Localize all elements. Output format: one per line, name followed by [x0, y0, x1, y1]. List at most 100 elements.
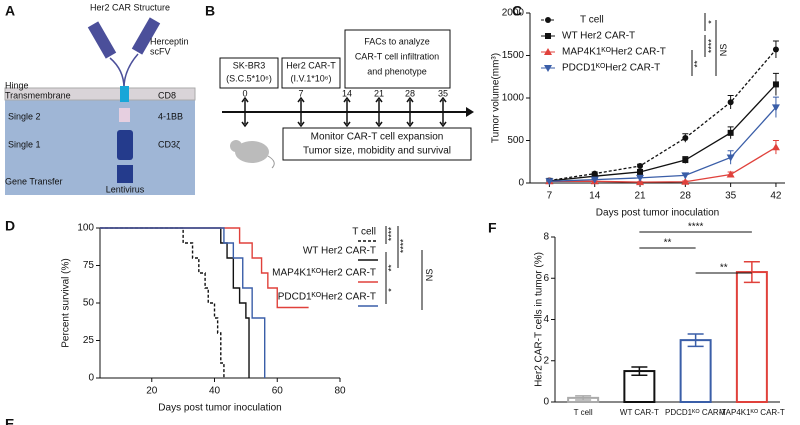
x-tick-label: 42	[770, 191, 782, 202]
arrow-head	[297, 96, 305, 128]
y-axis-label: Tumor volume(mm³)	[491, 53, 502, 143]
step-text: Her2 CAR-T	[286, 60, 336, 70]
sig-label: ****	[688, 222, 704, 233]
survival-curve	[100, 227, 225, 378]
cd3z-domain	[117, 130, 133, 160]
sig-label: ****	[706, 39, 716, 54]
error-bar	[631, 366, 648, 376]
marker	[682, 157, 689, 164]
sig-label: NS	[718, 44, 728, 57]
timeline-label: 21	[374, 88, 384, 98]
legend-label: WT Her2 CAR-T	[303, 246, 376, 257]
x-axis-label: Days post tumor inoculation	[158, 403, 281, 414]
mouse-icon	[230, 140, 275, 169]
legend-label: T cell	[580, 15, 604, 26]
domain-label: Single 1	[8, 139, 41, 149]
y-tick-label: 0	[518, 178, 524, 189]
marker	[771, 143, 780, 151]
y-tick-label: 4	[543, 314, 549, 325]
x-tick-label: MAP4K1ᴷᴼ CAR-T	[719, 408, 785, 417]
x-tick-label: 21	[634, 191, 646, 202]
legend-label: PDCD1ᴷᴼHer2 CAR-T	[562, 63, 660, 74]
lentivirus-icon	[117, 165, 133, 183]
monitor-text: Monitor CAR-T cell expansion	[311, 132, 444, 143]
step-text: (S.C.5*10⁶)	[226, 73, 272, 83]
x-tick-label: 35	[725, 191, 737, 202]
y-tick-label: 500	[507, 135, 524, 146]
x-tick-label: 28	[680, 191, 692, 202]
sig-label: *	[386, 288, 396, 292]
panel-letter: C	[512, 3, 522, 19]
step-text: SK-BR3	[233, 60, 266, 70]
timeline-label: 7	[298, 88, 303, 98]
timeline-label: 14	[342, 88, 352, 98]
x-tick-label: 20	[146, 386, 158, 397]
series-line	[549, 106, 777, 182]
panel-letter: E	[5, 416, 14, 425]
sig-label: NS	[424, 269, 434, 282]
error-bar	[687, 333, 704, 348]
y-axis-label: Her2 CAR-T cells in tumor (%)	[534, 252, 545, 387]
monitor-text: Tumor size, mobidity and survival	[303, 146, 451, 157]
x-tick-label: T cell	[574, 408, 593, 417]
sig-label: **	[386, 264, 396, 272]
y-tick-label: 1500	[502, 50, 525, 61]
domain-label: CD3ζ	[158, 139, 180, 149]
panel-letter: A	[5, 3, 15, 19]
y-tick-label: 100	[77, 223, 94, 234]
series-line	[549, 83, 777, 182]
sig-label: ****	[386, 227, 396, 242]
marker	[637, 168, 644, 175]
panel-letter: F	[488, 220, 497, 236]
sig-label: **	[664, 238, 672, 249]
step-text: (I.V.1*10⁶)	[291, 73, 332, 83]
marker	[636, 174, 645, 182]
marker	[545, 178, 554, 186]
marker	[590, 176, 599, 184]
sig-label: **	[720, 263, 728, 274]
marker	[727, 129, 734, 136]
marker	[771, 104, 780, 112]
marker	[772, 46, 779, 53]
scfv-label: Herceptin	[150, 36, 189, 46]
timeline-arrow	[466, 107, 474, 117]
domain-label: 4-1BB	[158, 111, 183, 121]
y-axis-label: Percent survival (%)	[61, 258, 72, 347]
domain-label: CD8	[158, 90, 176, 100]
series-line	[549, 146, 777, 183]
y-tick-label: 2	[543, 355, 549, 366]
legend-label: MAP4K1ᴷᴼHer2 CAR-T	[272, 268, 376, 279]
marker	[637, 163, 644, 169]
legend-label: WT Her2 CAR-T	[562, 31, 635, 42]
step-box	[344, 29, 451, 89]
survival-curve	[100, 227, 266, 378]
arrow-head	[241, 96, 249, 128]
arrow-head	[439, 96, 447, 128]
marker	[726, 154, 735, 162]
y-tick-label: 0	[88, 373, 94, 384]
marker	[682, 134, 689, 141]
x-tick-label: WT CAR-T	[620, 408, 659, 417]
y-tick-label: 50	[83, 298, 95, 309]
sig-label: ****	[398, 239, 408, 254]
arrow-head	[375, 96, 383, 128]
x-tick-label: 7	[547, 191, 553, 202]
y-tick-label: 0	[543, 397, 549, 408]
legend-label: PDCD1ᴷᴼHer2 CAR-T	[278, 292, 376, 303]
x-tick-label: 60	[272, 386, 284, 397]
vector-label: Lentivirus	[106, 184, 145, 194]
membrane	[4, 87, 196, 101]
timeline-label: 35	[438, 88, 448, 98]
step-text: FACs to analyze	[364, 36, 430, 46]
y-tick-label: 1000	[502, 93, 525, 104]
marker	[681, 172, 690, 180]
sig-label: *	[706, 20, 716, 24]
error-bar	[743, 261, 760, 284]
timeline-label: 28	[405, 88, 415, 98]
domain-label: Single 2	[8, 111, 41, 121]
y-tick-label: 25	[83, 335, 95, 346]
step-text: CAR-T cell infiltration	[355, 51, 439, 61]
costim-domain	[119, 108, 130, 122]
marker	[591, 173, 598, 180]
arrow-head	[406, 96, 414, 128]
